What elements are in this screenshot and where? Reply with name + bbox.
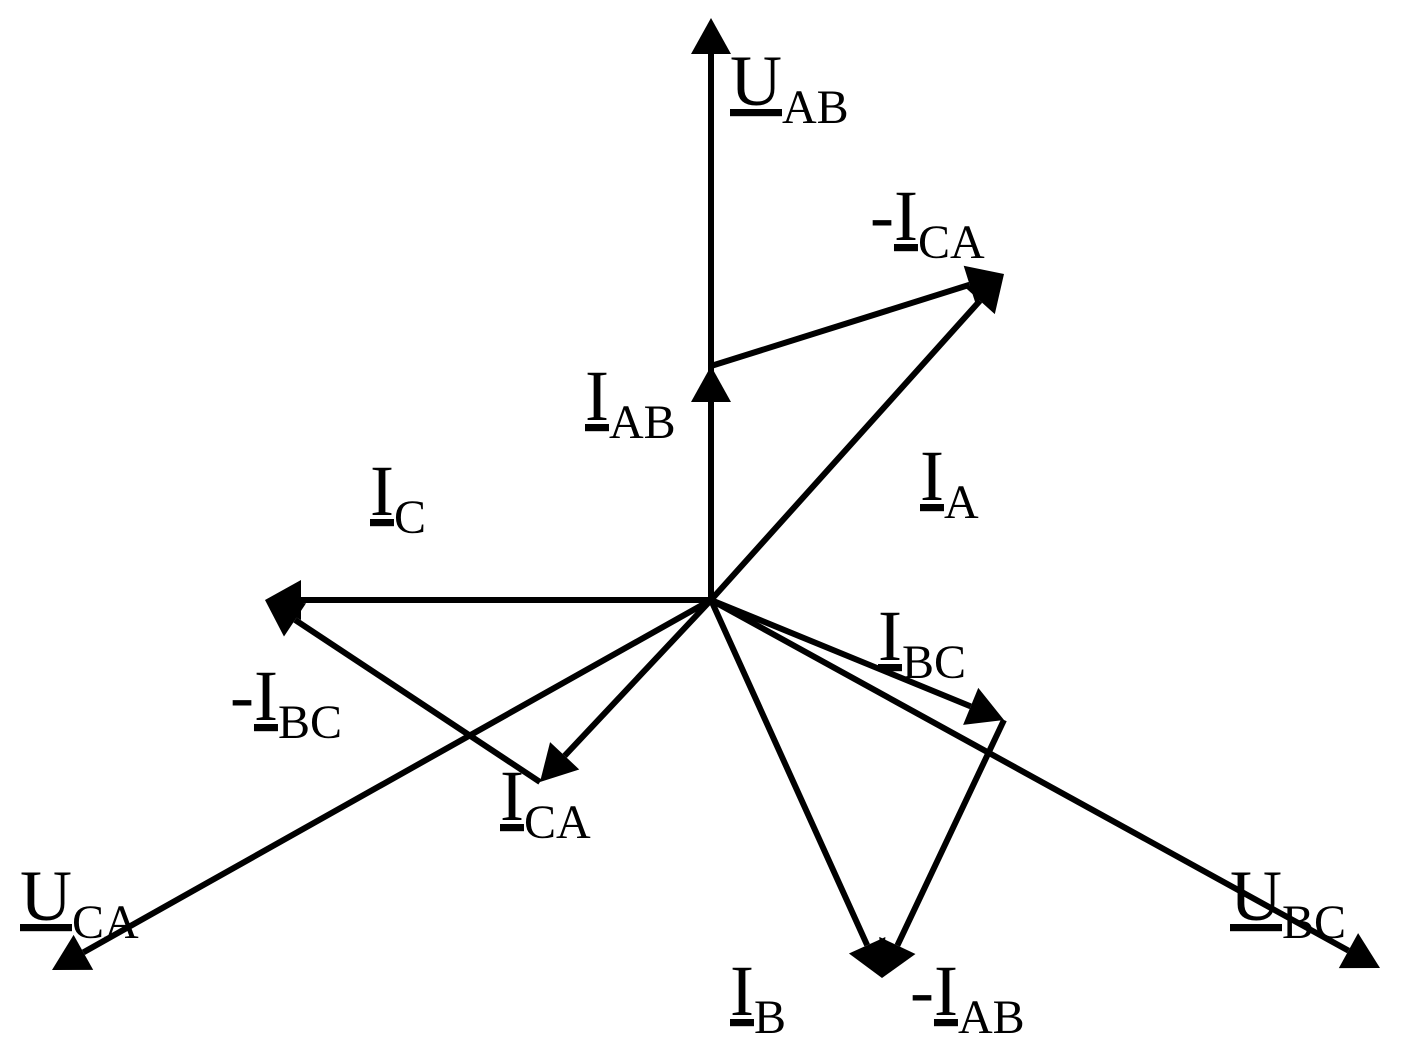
vector-label: IC [370,451,426,544]
vector-label: UCA [20,856,139,949]
vector-label: IAB [585,356,676,449]
phasor-diagram: UABUBCUCAIAIBICIABIBCICA-ICA-IAB-IBC [0,0,1422,1056]
vector-label: UAB [730,41,849,134]
vector-label: IA [920,436,979,529]
vector-label: -ICA [870,176,985,269]
vector-label: -IAB [910,951,1025,1044]
vector-label: IBC [878,596,966,689]
vector-label: UBC [1230,856,1346,949]
vector-label: -IBC [230,656,342,749]
vector-label: IB [730,951,786,1044]
